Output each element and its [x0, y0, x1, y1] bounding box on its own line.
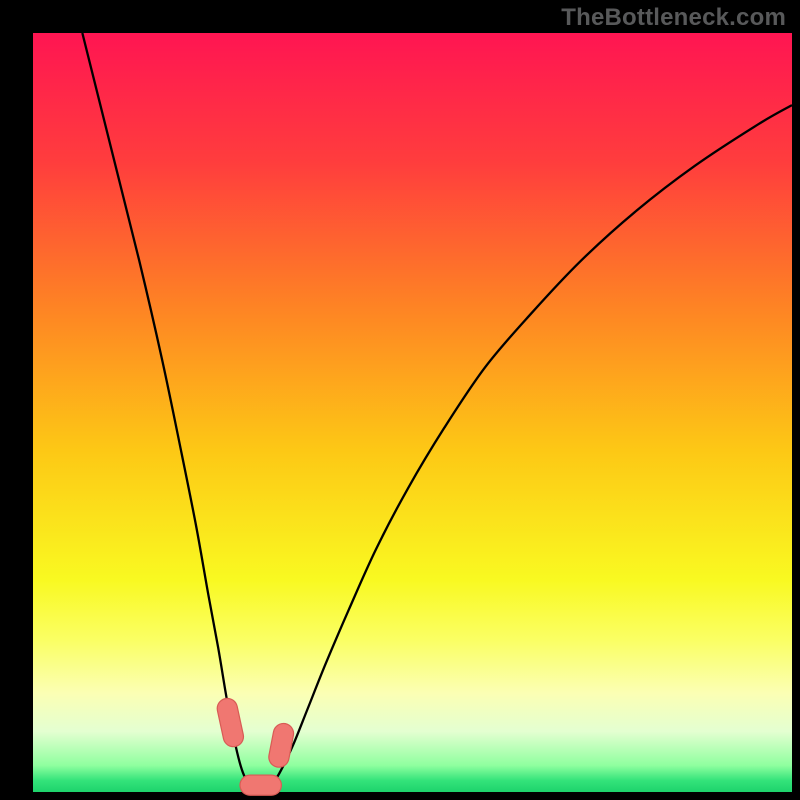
- watermark-text: TheBottleneck.com: [561, 4, 786, 32]
- marker-left-cluster: [227, 709, 233, 737]
- plot-background: [33, 33, 792, 792]
- bottleneck-curve-chart: [0, 0, 800, 800]
- chart-container: TheBottleneck.com: [0, 0, 800, 800]
- marker-right-cluster: [279, 734, 284, 758]
